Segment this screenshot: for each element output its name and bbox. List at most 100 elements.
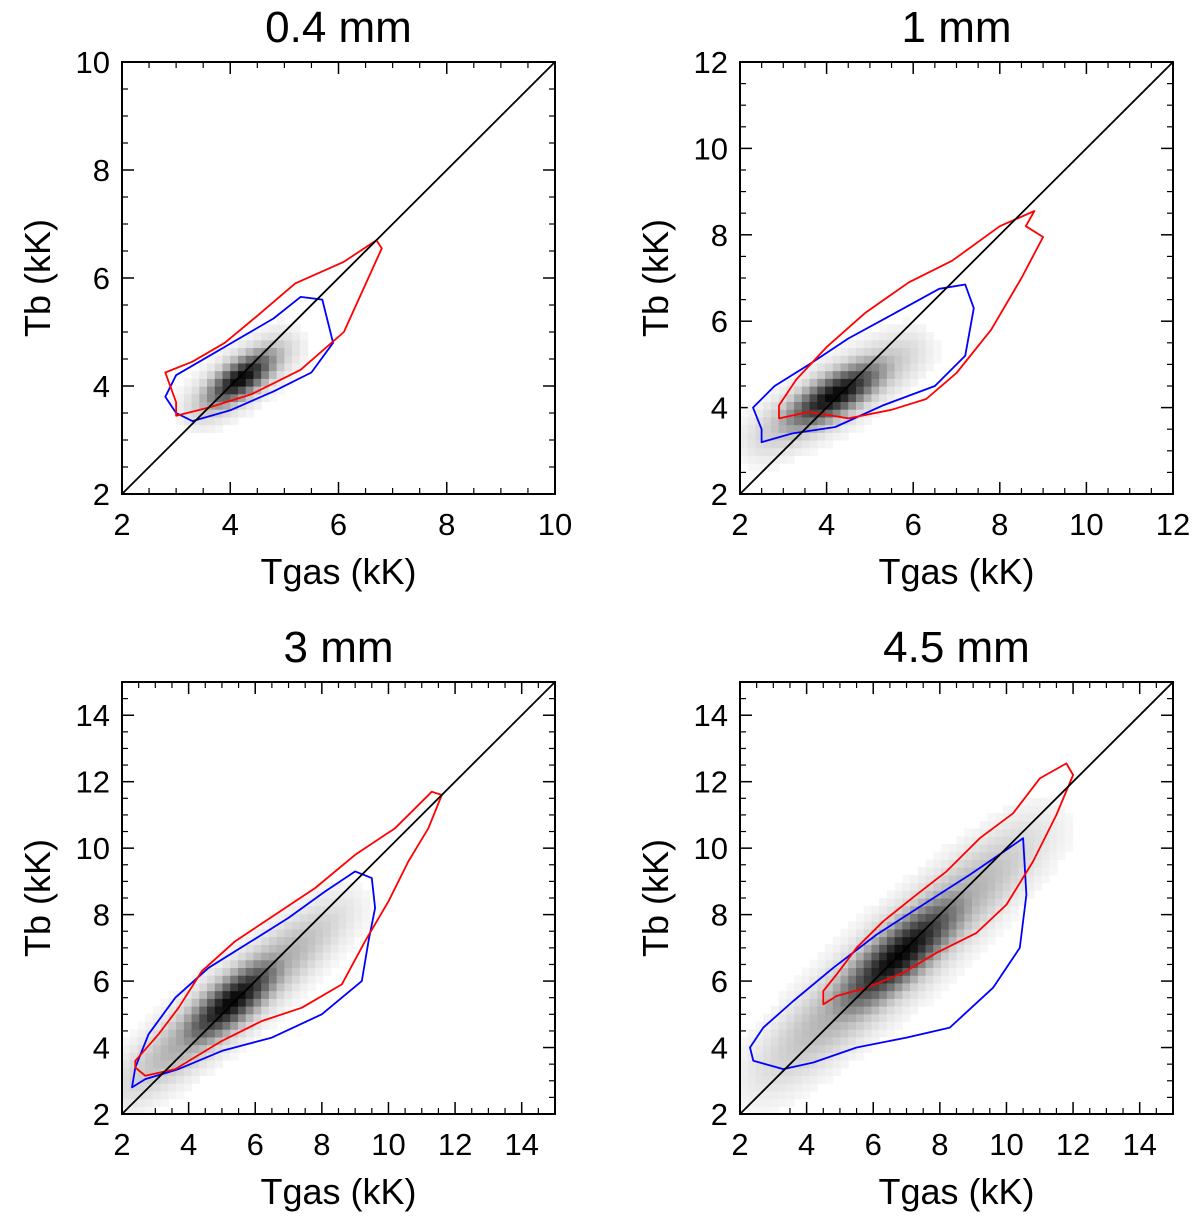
density-cell [917, 339, 927, 349]
density-cell [778, 416, 787, 426]
density-cell [871, 913, 880, 922]
y-tick-label: 2 [711, 1097, 728, 1132]
density-cell [910, 944, 919, 953]
density-cell [199, 998, 208, 1007]
density-cell [261, 362, 270, 372]
density-cell [855, 332, 865, 341]
density-cell [832, 952, 842, 961]
density-cell [917, 967, 927, 976]
density-cell [809, 1006, 818, 1015]
density-cell [237, 362, 247, 372]
density-cell [933, 882, 942, 891]
density-cell [1010, 805, 1019, 814]
density-cell [237, 1021, 247, 1030]
density-cell [1041, 867, 1050, 876]
density-cell [323, 890, 332, 899]
density-cell [299, 339, 309, 349]
density-cell [879, 936, 888, 945]
density-cell [160, 1006, 169, 1015]
density-cell [1010, 874, 1019, 884]
density-cell [832, 1044, 842, 1053]
density-cell [237, 1029, 247, 1038]
density-cell [747, 1083, 757, 1092]
density-cell [276, 370, 285, 379]
density-cell [925, 975, 934, 984]
density-cell [214, 1029, 224, 1038]
density-cell [747, 432, 757, 441]
density-cell [1002, 805, 1012, 814]
density-cell [855, 1029, 865, 1038]
panel-1mm: 2 4 6 8 10 12 2 4 6 8 10 12 1 mm Tgas (kK) Tb (kK) [635, 3, 1190, 592]
density-cell [276, 347, 285, 356]
density-cell [956, 928, 965, 938]
x-tick-label: 6 [905, 507, 922, 542]
density-cell [276, 921, 285, 930]
density-cell [801, 432, 811, 441]
y-axis-label: Tb (kK) [635, 839, 676, 957]
density-cell [346, 898, 355, 907]
density-cell [809, 967, 818, 976]
density-cell [786, 1044, 795, 1053]
density-cell [1010, 859, 1019, 868]
density-cell [902, 905, 911, 915]
density-cell [253, 370, 262, 379]
density-cell [763, 447, 772, 457]
density-cell [253, 998, 262, 1007]
density-cell [740, 432, 749, 441]
density-cell [979, 890, 989, 899]
density-cell [933, 867, 942, 876]
density-cell [137, 1021, 146, 1030]
density-cell [925, 936, 934, 945]
density-cell [1002, 867, 1012, 876]
density-cell [747, 1044, 757, 1053]
density-cell [894, 882, 903, 891]
density-cell [778, 1083, 787, 1092]
density-cell [863, 409, 873, 418]
density-cell [770, 1021, 780, 1030]
density-cell [145, 1098, 154, 1107]
density-cell [747, 416, 757, 426]
density-cell [191, 1060, 200, 1069]
density-cell [1002, 828, 1012, 837]
density-cell [315, 975, 324, 984]
density-cell [925, 982, 934, 992]
density-cell [323, 944, 332, 953]
density-cell [276, 1006, 285, 1015]
density-cell [948, 921, 958, 930]
density-cell [323, 882, 332, 891]
density-cell [755, 1098, 764, 1107]
density-cell [855, 928, 865, 938]
density-cell [1002, 882, 1012, 891]
density-cell [848, 936, 857, 945]
density-cell [801, 1067, 811, 1077]
density-cell [129, 1044, 139, 1053]
density-cell [995, 874, 1004, 884]
density-cell [176, 1021, 185, 1030]
density-cell [230, 1044, 239, 1053]
density-cell [152, 1036, 162, 1046]
density-cell [995, 844, 1004, 853]
density-cell [191, 378, 200, 387]
density-cell [886, 975, 896, 984]
density-cell [941, 952, 950, 961]
density-cell [176, 1006, 185, 1015]
density-cell [176, 1060, 185, 1069]
density-cell [855, 944, 865, 953]
density-cell [948, 952, 958, 961]
density-cell [848, 952, 857, 961]
density-cell [292, 990, 301, 999]
density-cell [1041, 828, 1050, 837]
density-cell [755, 1106, 764, 1114]
density-cell [894, 921, 903, 930]
density-cell [214, 424, 224, 433]
density-cell [786, 393, 795, 403]
density-cell [747, 424, 757, 433]
density-cell [740, 1075, 749, 1084]
density-cell [910, 959, 919, 969]
density-cell [786, 378, 795, 387]
density-cell [168, 1083, 177, 1092]
density-cell [840, 967, 849, 976]
density-cell [848, 967, 857, 976]
plot-frame [121, 681, 556, 1115]
density-cell [855, 386, 865, 395]
